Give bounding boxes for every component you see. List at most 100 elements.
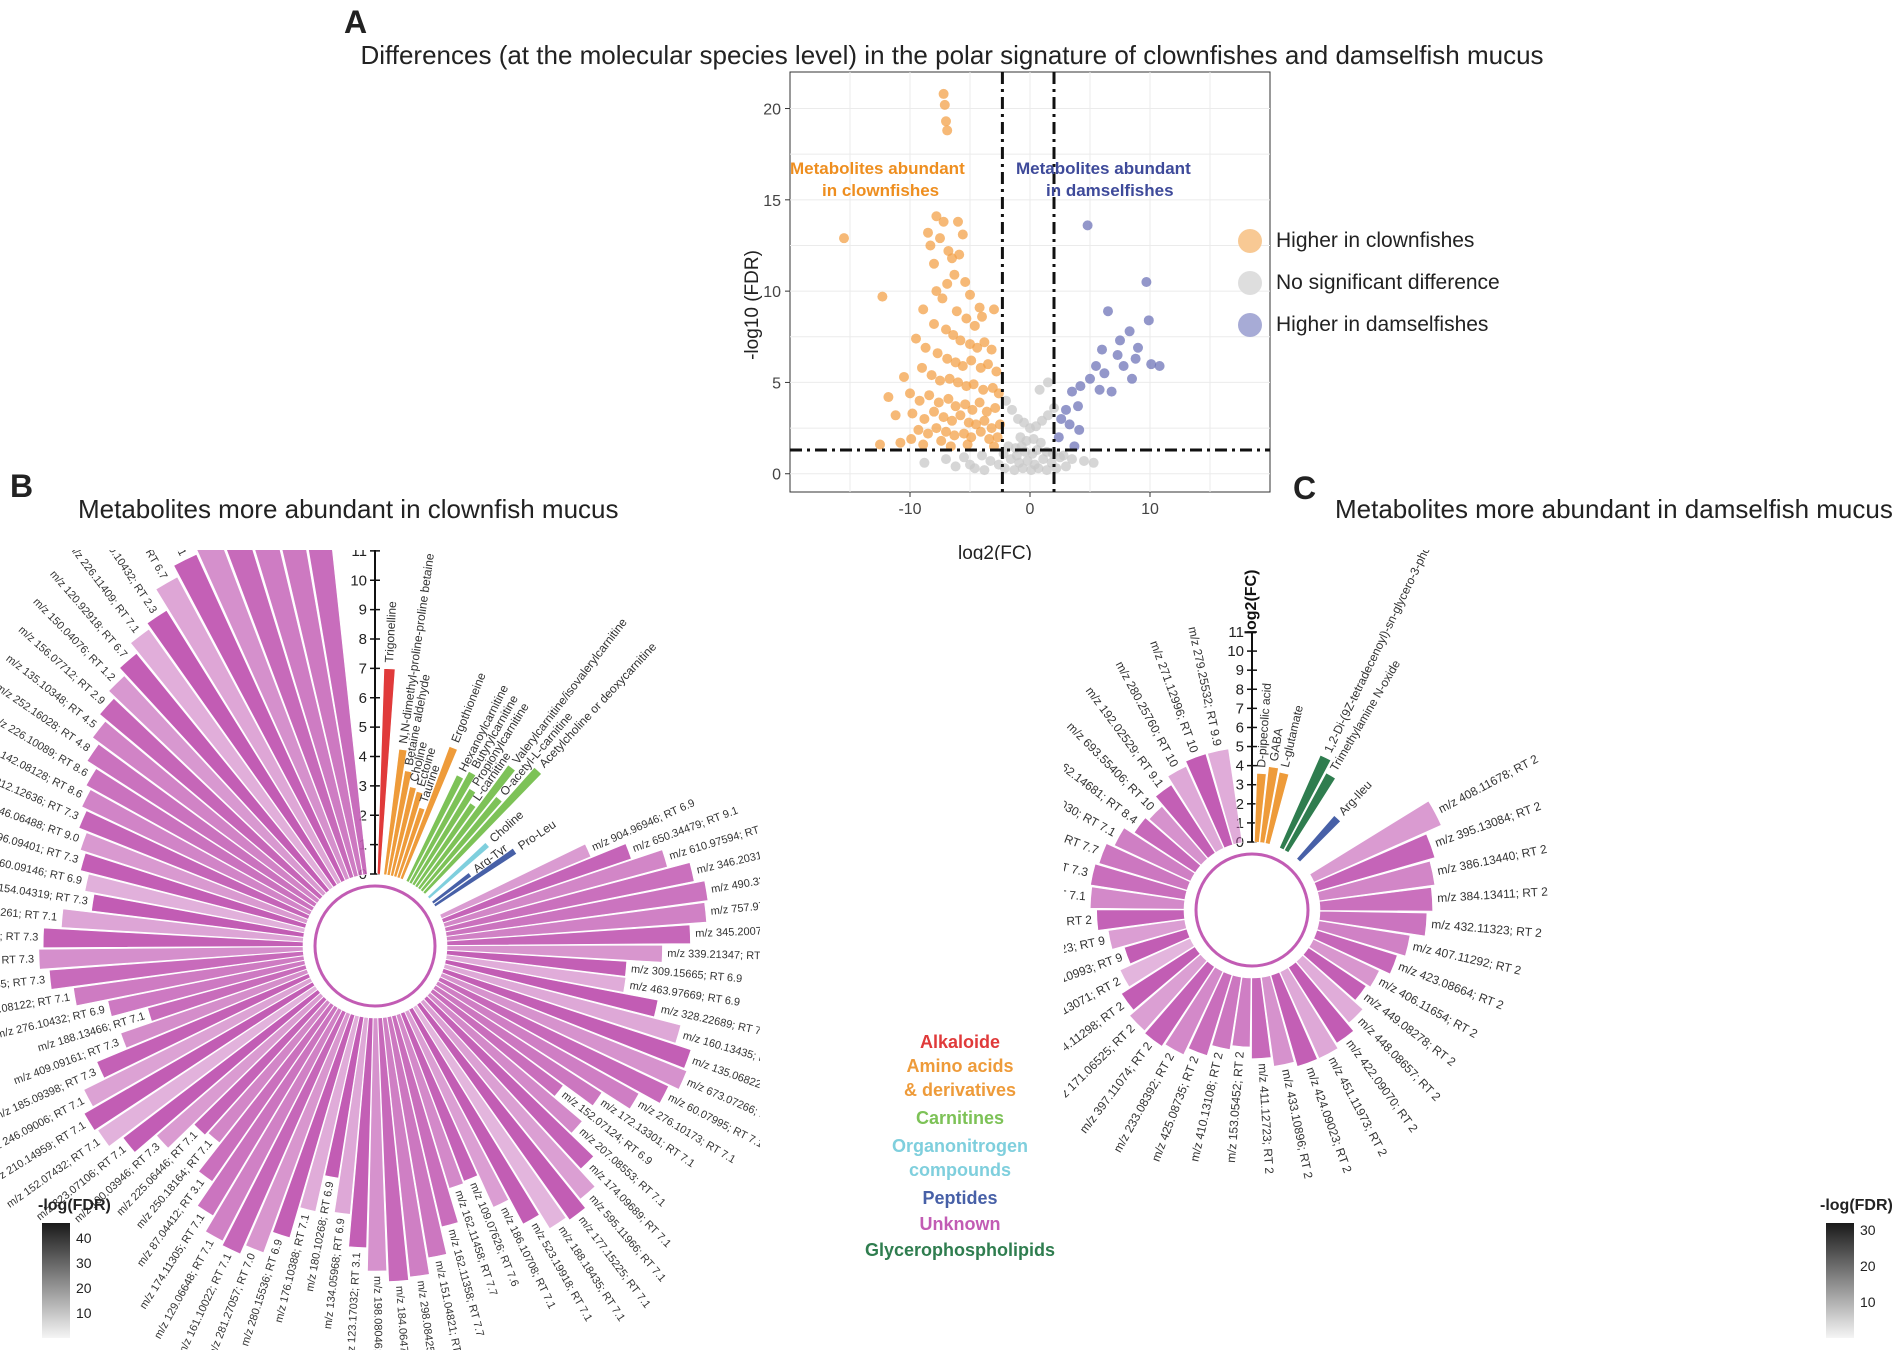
- volcano-point: [962, 439, 973, 450]
- unknown-bar-label: m/z 121.07665; RT 7.3: [0, 974, 46, 997]
- volcano-point: [1082, 220, 1093, 231]
- named-bar-label: GABA: [1267, 727, 1286, 762]
- volcano-annotation-clown-2: in clownfishes: [822, 181, 939, 200]
- volcano-point: [1032, 445, 1043, 455]
- volcano-point: [941, 454, 951, 465]
- unknown-bar: [226, 550, 355, 879]
- volcano-point: [935, 233, 945, 244]
- volcano-point: [890, 410, 901, 421]
- volcano-point: [883, 392, 894, 403]
- named-bar: [1254, 773, 1267, 843]
- radial-tick-label: 10: [1227, 643, 1244, 660]
- volcano-point: [929, 319, 939, 329]
- panel-a-letter: A: [344, 4, 368, 40]
- volcano-point: [1061, 404, 1071, 415]
- volcano-point: [1154, 361, 1165, 371]
- volcano-point: [914, 395, 925, 406]
- volcano-point: [1043, 377, 1053, 388]
- volcano-point: [1097, 344, 1107, 355]
- volcano-point: [1033, 463, 1044, 474]
- unknown-bar: [382, 1016, 430, 1278]
- volcano-point: [960, 277, 971, 287]
- legend-swatch-damsel: [1238, 313, 1262, 337]
- legend-item-damsel: Higher in damselfishes: [1238, 304, 1500, 346]
- volcano-point: [1056, 413, 1067, 424]
- radial-tick-label: 9: [359, 602, 367, 619]
- class-legend-organonitrogen-2: compounds: [909, 1160, 1011, 1180]
- radial-tick-label: 11: [351, 550, 367, 560]
- volcano-point: [943, 393, 954, 404]
- volcano-point: [899, 371, 909, 382]
- volcano-point: [936, 435, 947, 446]
- unknown-bar: [441, 968, 692, 1069]
- volcano-point: [923, 428, 933, 439]
- unknown-bar: [1318, 910, 1428, 937]
- named-bar: [405, 774, 464, 883]
- unknown-bar: [446, 902, 707, 942]
- unknown-bar: [419, 998, 596, 1200]
- unknown-bar: [61, 908, 304, 943]
- unknown-bar-label: m/z 339.21347; RT 7.3: [667, 948, 760, 963]
- unknown-bar: [444, 862, 695, 933]
- named-bar: [1264, 771, 1290, 845]
- unknown-bar: [84, 873, 306, 933]
- unknown-bar-label: m/z 215.07334; RT 7.1: [1064, 880, 1087, 903]
- volcano-point: [972, 342, 983, 353]
- radial-axis-title: log2(FC): [1243, 570, 1260, 635]
- volcano-point: [1115, 335, 1125, 346]
- volcano-point: [941, 426, 951, 437]
- volcano-point: [955, 335, 966, 346]
- volcano-point: [1106, 386, 1117, 397]
- panel-b-title: Metabolites more abundant in clownfish m…: [78, 494, 619, 524]
- volcano-point: [979, 415, 990, 426]
- unknown-bar: [446, 950, 627, 977]
- unknown-bar: [444, 959, 659, 1018]
- unknown-bar: [281, 550, 364, 877]
- named-bar: [386, 770, 413, 876]
- unknown-bar-label: m/z 198.08046; RT 2.7: [371, 1276, 384, 1350]
- unknown-bar: [97, 985, 318, 1147]
- volcano-xlabel: log2(FC): [958, 543, 1032, 560]
- named-bar-label: Arg-Ileu: [1336, 778, 1375, 818]
- unknown-bar: [146, 609, 338, 888]
- class-legend-amino-1: Amino acids: [906, 1056, 1014, 1076]
- unknown-bar-label: m/z 384.13411; RT 2: [1437, 885, 1549, 906]
- volcano-point: [981, 406, 992, 417]
- unknown-bar: [391, 1014, 459, 1228]
- class-legend-alkaloide: Alkaloide: [919, 1032, 1001, 1052]
- volcano-point: [1074, 424, 1085, 435]
- unknown-bar: [130, 628, 334, 891]
- unknown-bar: [1313, 833, 1436, 892]
- y-tick-label: 15: [763, 193, 781, 210]
- radial-tick-label: 7: [359, 660, 367, 677]
- unknown-bar: [1113, 827, 1196, 882]
- volcano-point: [926, 370, 937, 381]
- unknown-bar: [1120, 946, 1201, 1011]
- volcano-point: [1043, 410, 1053, 421]
- volcano-point: [920, 342, 931, 353]
- volcano-point: [1141, 277, 1152, 287]
- unknown-bar: [1123, 928, 1191, 965]
- named-bar: [393, 791, 424, 878]
- unknown-bar: [432, 984, 603, 1107]
- colorbar-tick-label: 30: [1860, 1222, 1876, 1239]
- unknown-bar: [404, 1009, 509, 1208]
- radial-tick-label: 5: [1236, 739, 1244, 756]
- unknown-bar: [119, 652, 330, 894]
- volcano-point: [919, 413, 930, 424]
- volcano-point: [907, 408, 918, 419]
- inner-ring: [313, 884, 437, 1008]
- volcano-point: [984, 434, 995, 445]
- colorbar-tick-label: 10: [1860, 1294, 1876, 1311]
- unknown-bar: [1133, 817, 1201, 874]
- radial-tick-label: 2: [359, 807, 367, 824]
- volcano-annotation-damsel-2: in damselfishes: [1046, 181, 1174, 200]
- unknown-bar: [197, 1005, 339, 1217]
- class-legend-carnitines: Carnitines: [915, 1108, 1005, 1128]
- unknown-bar: [445, 954, 627, 993]
- radial-tick-label: 7: [1236, 700, 1244, 717]
- volcano-point: [986, 344, 997, 355]
- volcano-point: [1034, 384, 1045, 395]
- volcano-point: [1009, 465, 1020, 476]
- class-legend-glycerophospholipids: Glycerophospholipids: [864, 1240, 1056, 1260]
